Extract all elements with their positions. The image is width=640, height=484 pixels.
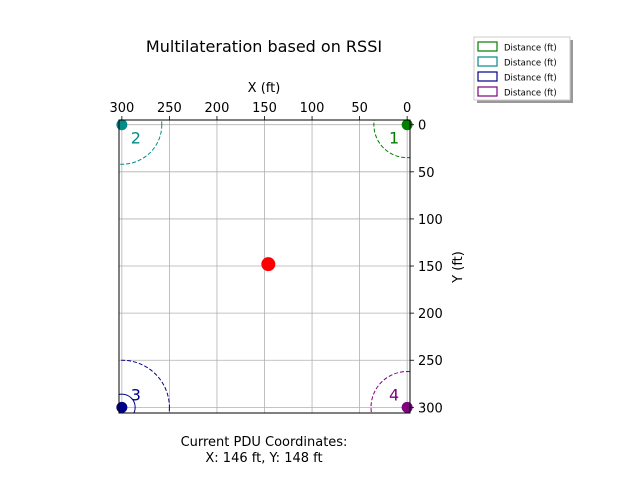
distance-circle-3: [119, 359, 170, 413]
legend-box: [473, 36, 571, 101]
anchor-label-4: 4: [389, 385, 399, 404]
ticks: 300 250 200 150 100 50 00 50 100 150 200 250 300: [109, 101, 442, 416]
inner-circle-3: [119, 393, 136, 413]
legend-entry-label: Distance (ft): [504, 74, 557, 84]
y-tick-label: 50: [418, 166, 435, 181]
x-tick-label: 250: [157, 101, 182, 116]
grid: [119, 120, 410, 413]
legend-swatch: [477, 71, 498, 82]
distance-circle-4: [370, 371, 410, 413]
legend-swatch: [477, 56, 498, 67]
distance-circle-1: [373, 120, 410, 159]
anchor-point-3: [116, 401, 128, 413]
x-axis-label: X (ft): [248, 81, 281, 96]
x-tick-label: 100: [300, 101, 325, 116]
y-tick-label: 150: [418, 260, 443, 275]
legend-entry-label: Distance (ft): [504, 59, 557, 69]
anchor-label-1: 1: [389, 129, 399, 148]
anchor-label-2: 2: [131, 129, 141, 148]
legend-swatch: [477, 41, 498, 52]
x-tick-label: 50: [351, 101, 368, 116]
chart-title: Multilateration based on RSSI: [146, 37, 382, 56]
y-tick-label: 300: [418, 401, 443, 416]
y-tick-label: 0: [418, 119, 426, 134]
x-tick-label: 300: [109, 101, 134, 116]
legend-entry-label: Distance (ft): [504, 89, 557, 99]
estimated-position-point: [261, 257, 276, 272]
legend: Distance (ft) Distance (ft) Distance (ft) D…: [473, 36, 573, 103]
anchor-label-3: 3: [131, 385, 141, 404]
distance-circles: [119, 120, 410, 413]
distance-circle-2: [119, 120, 163, 165]
footer-line-1: Current PDU Coordinates:: [181, 435, 348, 450]
anchor-point-2: [116, 119, 128, 131]
y-tick-label: 100: [418, 213, 443, 228]
x-tick-label: 150: [252, 101, 277, 116]
legend-entry-label: Distance (ft): [504, 44, 557, 54]
x-tick-label: 0: [403, 101, 411, 116]
y-tick-label: 200: [418, 307, 443, 322]
y-axis-label: Y (ft): [451, 251, 466, 284]
y-tick-label: 250: [418, 354, 443, 369]
footer-line-2: X: 146 ft, Y: 148 ft: [205, 451, 322, 466]
x-tick-label: 200: [205, 101, 230, 116]
legend-swatch: [477, 86, 498, 97]
